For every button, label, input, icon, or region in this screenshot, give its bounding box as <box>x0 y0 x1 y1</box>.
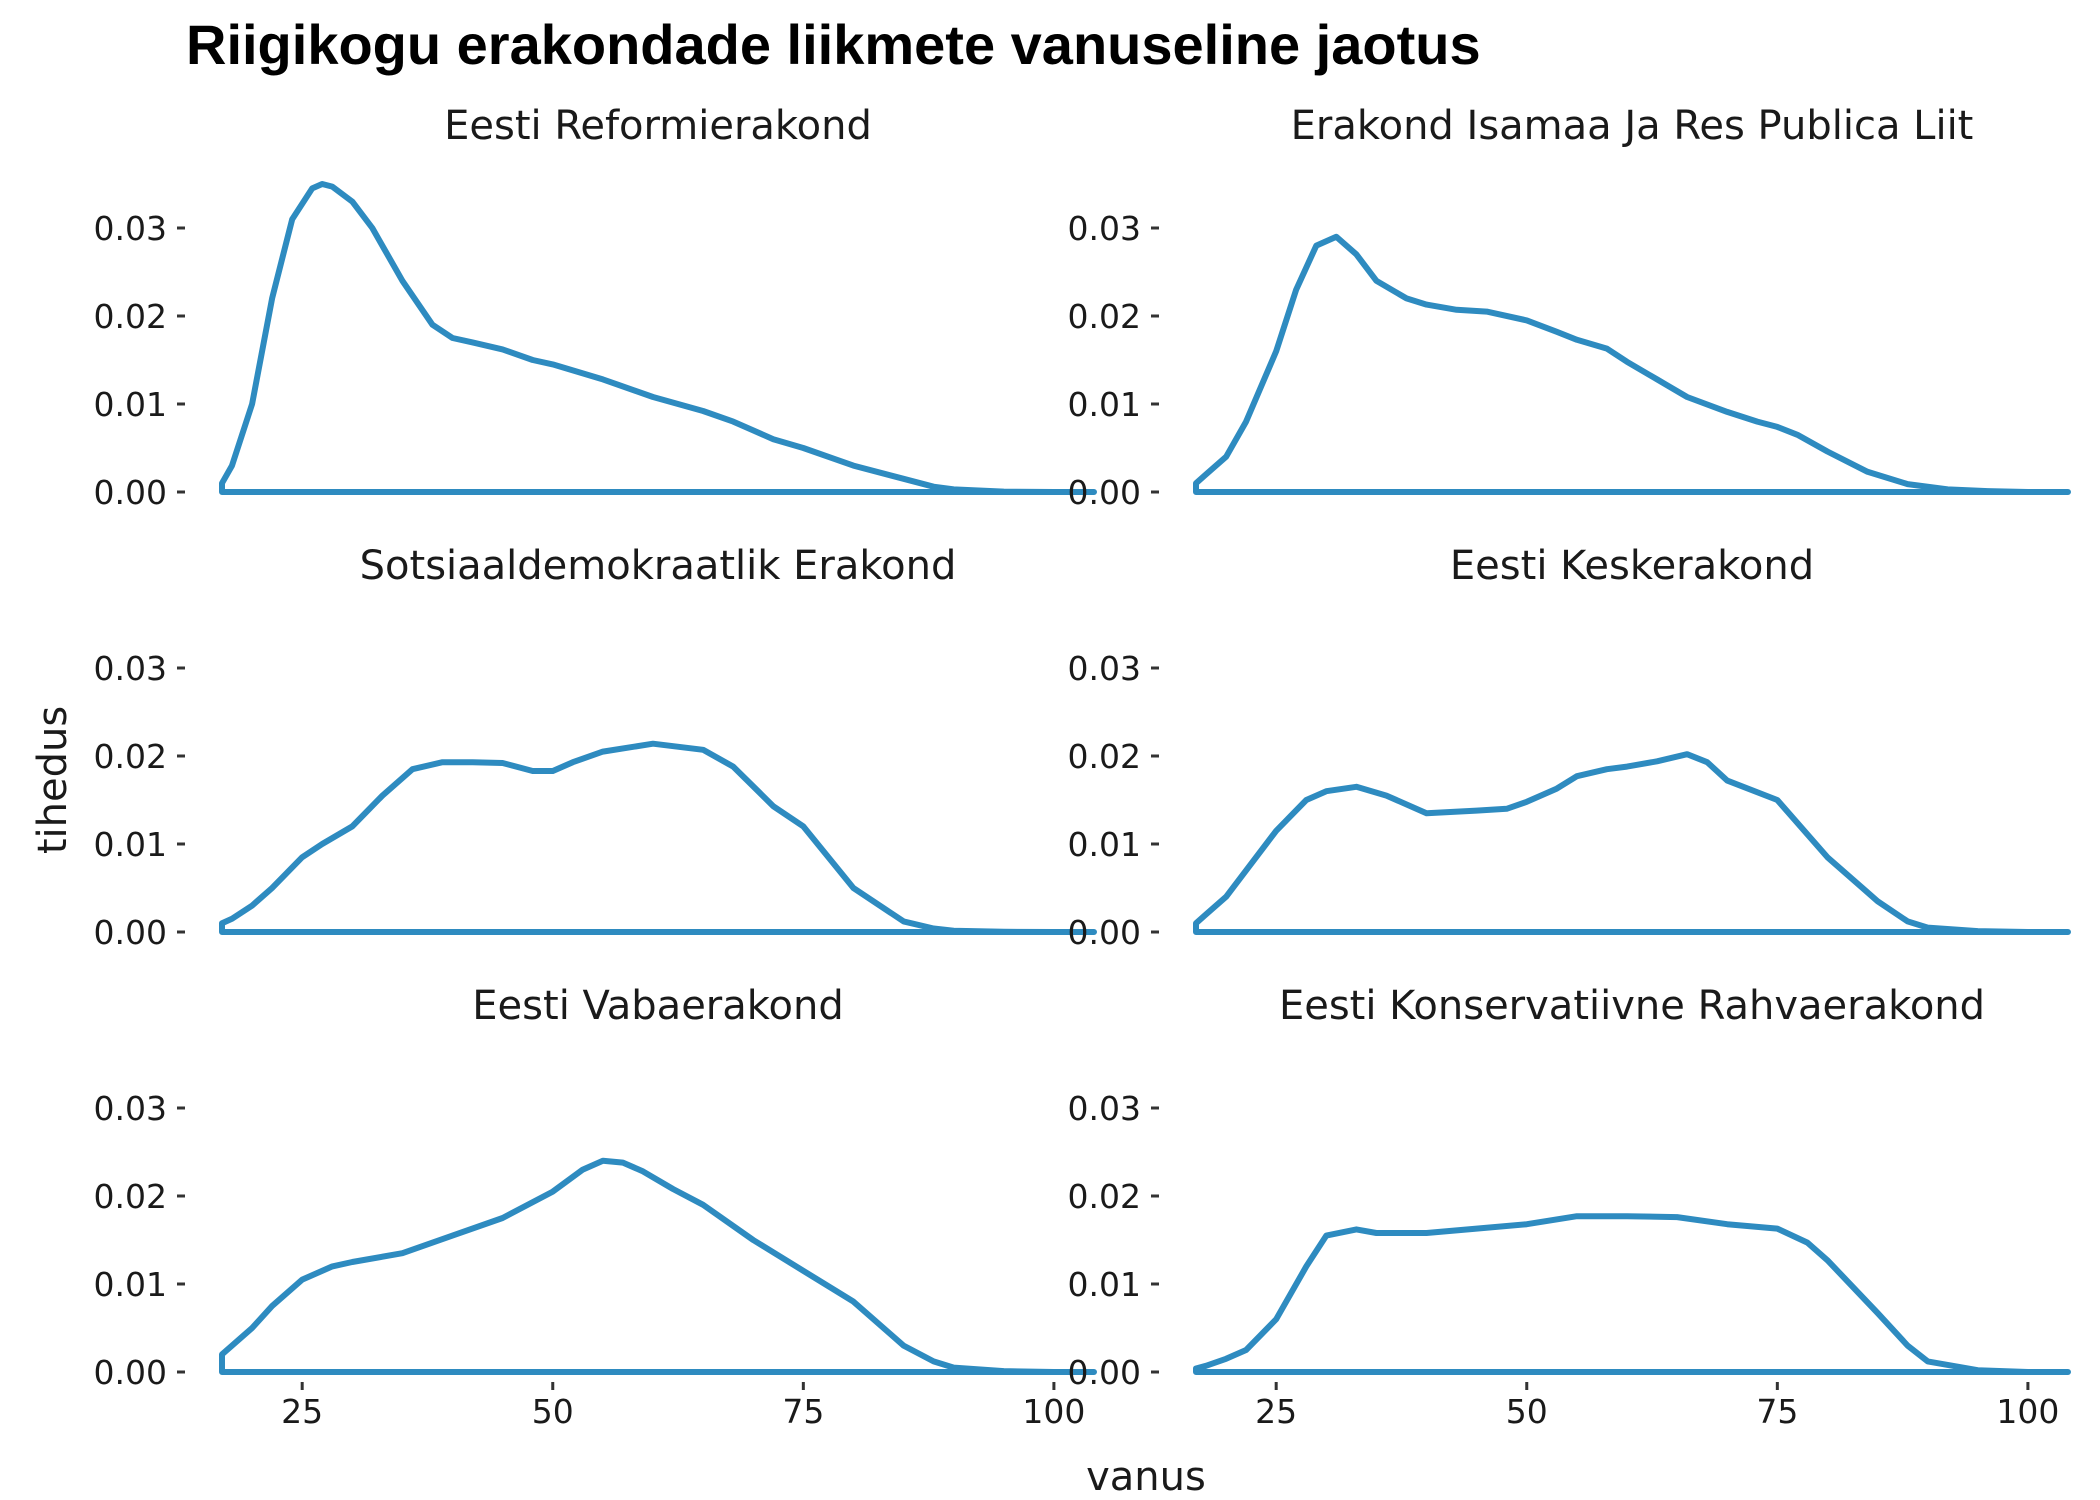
y-tick-label: 0.01 <box>94 1265 167 1304</box>
y-tick-label: 0.00 <box>1068 913 1141 952</box>
x-axis-title: vanus <box>1086 1454 1206 1500</box>
panel-title: Erakond Isamaa Ja Res Publica Liit <box>1291 103 1974 149</box>
y-tick-label: 0.02 <box>1068 297 1141 336</box>
panel-title: Eesti Konservatiivne Rahvaerakond <box>1279 983 1985 1029</box>
y-tick-label: 0.01 <box>1068 1265 1141 1304</box>
x-tick-label: 75 <box>1756 1392 1798 1431</box>
x-tick-label: 25 <box>1255 1392 1297 1431</box>
y-axis-title: tihedus <box>30 706 76 854</box>
y-tick-label: 0.01 <box>1068 385 1141 424</box>
y-tick-label: 0.00 <box>1068 1353 1141 1392</box>
y-tick-label: 0.03 <box>1068 209 1141 248</box>
y-tick-label: 0.00 <box>94 913 167 952</box>
density-curve <box>219 181 1097 495</box>
density-curve <box>1193 233 2071 495</box>
y-tick-label: 0.02 <box>94 297 167 336</box>
x-tick-label: 100 <box>1996 1392 2059 1431</box>
y-tick-label: 0.00 <box>94 1353 167 1392</box>
panel-title: Eesti Vabaerakond <box>472 983 843 1029</box>
x-tick-label: 75 <box>782 1392 824 1431</box>
panel-title: Sotsiaaldemokraatlik Erakond <box>360 543 957 589</box>
y-tick-label: 0.03 <box>94 209 167 248</box>
density-curve <box>1193 751 2071 935</box>
y-tick-label: 0.01 <box>94 825 167 864</box>
y-tick-label: 0.00 <box>94 473 167 512</box>
density-curve <box>219 1157 1097 1375</box>
y-tick-label: 0.00 <box>1068 473 1141 512</box>
y-tick-label: 0.03 <box>94 649 167 688</box>
x-tick-label: 100 <box>1022 1392 1085 1431</box>
x-tick-label: 50 <box>1506 1392 1548 1431</box>
y-tick-label: 0.01 <box>94 385 167 424</box>
chart-title: Riigikogu erakondade liikmete vanuseline… <box>186 13 1481 76</box>
y-tick-label: 0.02 <box>1068 1177 1141 1216</box>
x-tick-label: 25 <box>281 1392 323 1431</box>
y-tick-label: 0.01 <box>1068 825 1141 864</box>
x-tick-label: 50 <box>532 1392 574 1431</box>
y-tick-label: 0.02 <box>1068 737 1141 776</box>
density-curve <box>1193 1213 2071 1375</box>
y-tick-label: 0.03 <box>1068 649 1141 688</box>
y-tick-label: 0.03 <box>94 1089 167 1128</box>
panel-title: Eesti Keskerakond <box>1450 543 1814 589</box>
panel-title: Eesti Reformierakond <box>444 103 872 149</box>
density-curve <box>219 740 1097 935</box>
y-tick-label: 0.03 <box>1068 1089 1141 1128</box>
y-tick-label: 0.02 <box>94 1177 167 1216</box>
y-tick-label: 0.02 <box>94 737 167 776</box>
